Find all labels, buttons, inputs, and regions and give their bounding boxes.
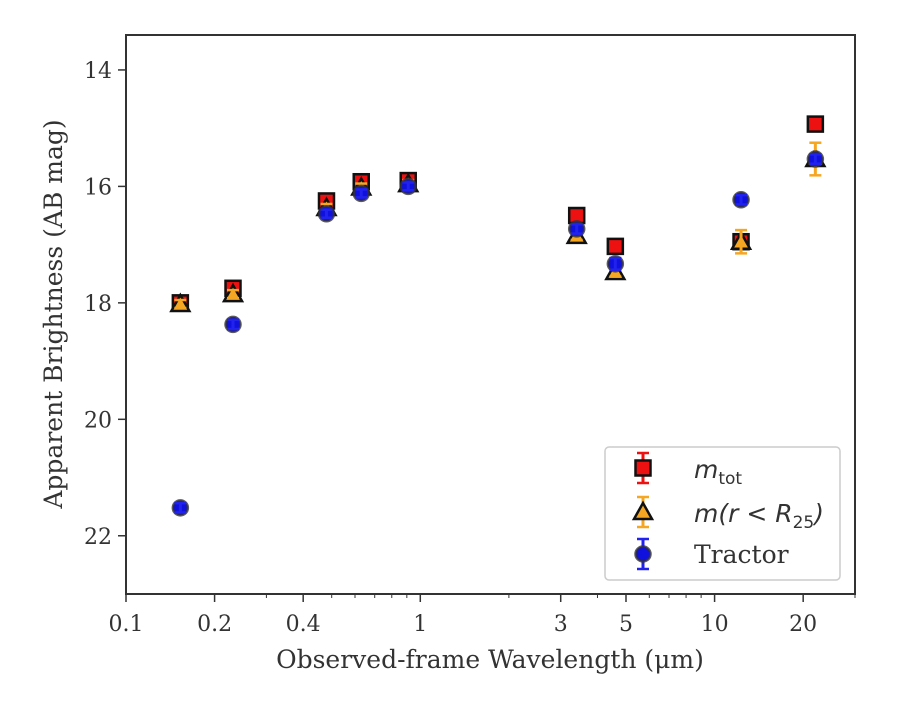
plot-frame [125, 34, 856, 595]
square-marker [806, 115, 825, 133]
series-2 [171, 150, 825, 517]
x-tick-label: 5 [619, 612, 633, 637]
error-bar [355, 188, 368, 199]
legend-square-marker [634, 459, 652, 477]
error-bar [227, 318, 240, 331]
error-bar [174, 298, 187, 310]
y-tick-label: 22 [84, 525, 112, 550]
error-bar [174, 501, 187, 514]
legend-circle-marker [634, 545, 652, 563]
legend-label-m-r25: m(r < R25) [694, 499, 824, 533]
error-bar [402, 181, 415, 192]
legend-box [604, 446, 841, 581]
square-marker [606, 237, 625, 256]
legend-label-tractor: Tractor [694, 540, 789, 569]
error-bar [320, 208, 333, 220]
y-tick-label: 20 [84, 408, 112, 433]
plot-area [169, 115, 827, 517]
y-tick-label: 18 [84, 292, 112, 317]
x-tick-label: 0.1 [109, 612, 144, 637]
x-tick-label: 10 [701, 612, 729, 637]
x-tick-label: 0.2 [197, 612, 232, 637]
axes: 0.1 0.2 0.4 1 3 5 10 20 14 16 18 20 22 [84, 59, 856, 637]
x-tick-label: 20 [789, 612, 817, 637]
error-bar [609, 256, 622, 271]
y-tick-label: 16 [84, 175, 112, 200]
x-tick-label: 3 [554, 612, 568, 637]
y-axis-label: Apparent Brightness (AB mag) [39, 119, 68, 509]
legend-label-mtot: mtot [694, 455, 742, 489]
legend-markers [631, 451, 655, 571]
error-bar [735, 228, 748, 255]
error-bar [735, 193, 748, 206]
x-axis-label: Observed-frame Wavelength (μm) [276, 645, 704, 674]
y-tick-label: 14 [84, 59, 112, 84]
error-bar [227, 288, 240, 300]
error-bar [809, 153, 822, 165]
legend: mtot m(r < R25) Tractor [604, 446, 841, 581]
legend-triangle-marker [631, 500, 655, 521]
x-tick-label: 1 [413, 612, 427, 637]
x-tick-label: 0.4 [286, 612, 321, 637]
error-bar [570, 222, 583, 235]
